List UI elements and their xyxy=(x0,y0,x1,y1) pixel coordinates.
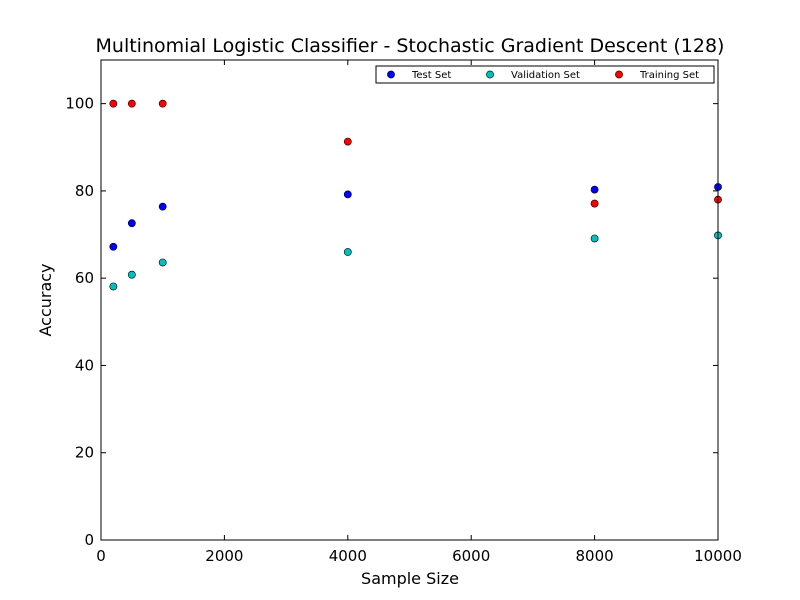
data-point-validation-set xyxy=(127,270,136,279)
data-point-validation-set xyxy=(343,248,352,256)
chart-title: Multinomial Logistic Classifier - Stocha… xyxy=(96,35,725,57)
y-tick-label: 80 xyxy=(75,182,94,200)
data-point-test-set xyxy=(343,190,352,199)
x-tick-label: 6000 xyxy=(452,547,490,565)
x-axis-label: Sample Size xyxy=(361,569,459,588)
y-tick-label: 100 xyxy=(65,95,94,113)
data-point-training-set xyxy=(590,199,599,208)
axis-ticks: 0 2000 4000 6000 8000 10000 0 20 40 60 80 100 xyxy=(65,60,742,565)
y-tick-label: 60 xyxy=(75,269,94,287)
legend-box xyxy=(375,65,715,84)
x-tick-label: 10000 xyxy=(694,547,742,565)
x-tick-label: 0 xyxy=(96,547,106,565)
data-point-training-set xyxy=(109,99,118,108)
data-point-training-set xyxy=(127,99,136,108)
data-point-test-set xyxy=(127,219,136,228)
x-tick-label: 2000 xyxy=(205,547,243,565)
legend-marker xyxy=(387,70,395,79)
data-points xyxy=(109,99,722,291)
y-tick-label: 0 xyxy=(84,531,94,549)
data-point-training-set xyxy=(158,99,167,108)
plot-area-frame xyxy=(100,59,719,541)
legend-label: Validation Set xyxy=(511,70,580,81)
legend: Test Set Validation Set Training Set xyxy=(375,65,715,84)
legend-label: Test Set xyxy=(411,70,451,81)
y-axis-label: Accuracy xyxy=(36,263,55,336)
x-tick-label: 8000 xyxy=(576,547,614,565)
data-point-test-set xyxy=(590,185,599,194)
data-point-test-set xyxy=(158,202,167,211)
data-point-validation-set xyxy=(109,282,118,291)
data-point-validation-set xyxy=(158,258,167,267)
y-tick-label: 20 xyxy=(75,444,94,462)
data-point-training-set xyxy=(343,137,352,146)
y-tick-label: 40 xyxy=(75,356,94,374)
data-point-test-set xyxy=(109,242,118,251)
x-tick-label: 4000 xyxy=(329,547,367,565)
legend-marker xyxy=(615,70,623,79)
legend-marker xyxy=(486,70,494,79)
data-point-validation-set xyxy=(590,234,599,243)
legend-label: Training Set xyxy=(639,70,699,81)
